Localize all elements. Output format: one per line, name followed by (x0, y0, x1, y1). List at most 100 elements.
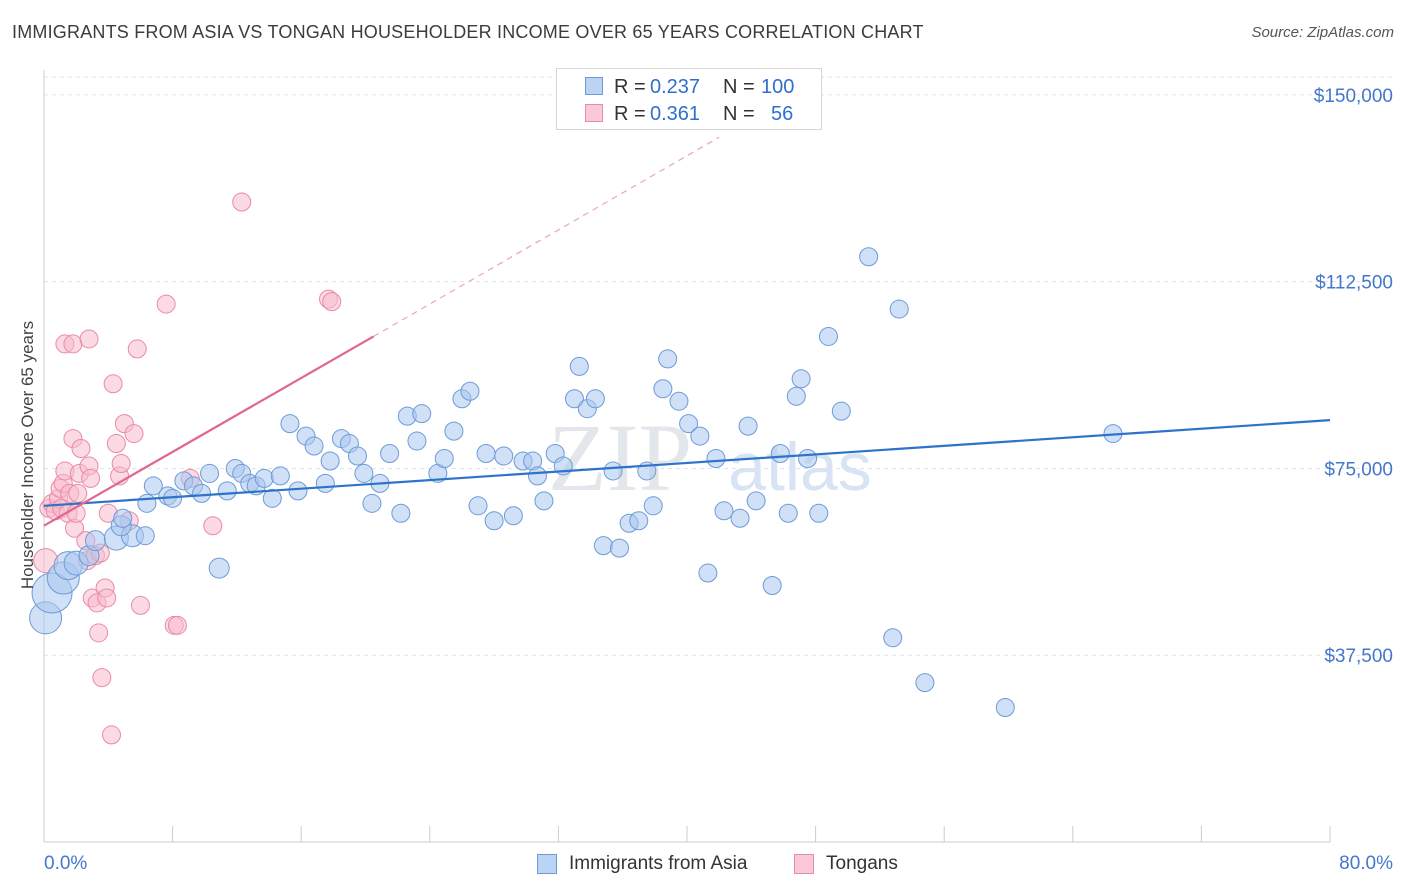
tongans-point (97, 588, 117, 608)
legend-r-label: R = (614, 76, 646, 98)
trend-lines (43, 136, 1331, 527)
tongans-trend-line (43, 335, 375, 527)
x-tick-label-min: 0.0% (44, 853, 87, 874)
chart-source: Source: ZipAtlas.com (1251, 24, 1394, 41)
legend-row-tongans: R = 0.361 N = 56 (557, 101, 821, 127)
grid (44, 76, 1392, 656)
asia-point (818, 326, 838, 346)
asia-point (585, 389, 605, 409)
asia-point (412, 404, 432, 424)
asia-point (669, 391, 689, 411)
asia-point (444, 421, 464, 441)
tongans-point (111, 453, 131, 473)
tongans-point (203, 516, 223, 536)
asia-point (859, 247, 879, 267)
watermark-zip: ZIP (548, 404, 692, 511)
asia-point (629, 511, 649, 531)
asia-point (315, 473, 335, 493)
asia-point (778, 503, 798, 523)
asia-point (653, 379, 673, 399)
legend-r-value: 0.361 (650, 103, 701, 125)
tongans-point (103, 374, 123, 394)
asia-point (434, 448, 454, 468)
tongans-point (156, 294, 176, 314)
asia-points (29, 247, 1123, 718)
asia-point (347, 446, 367, 466)
asia-point (84, 530, 106, 552)
asia-point (809, 503, 829, 523)
asia-point (320, 451, 340, 471)
asia-point (494, 446, 514, 466)
asia-point (113, 508, 133, 528)
asia-point (407, 431, 427, 451)
asia-point (915, 673, 935, 693)
bottom-legend-label-tongans: Tongans (826, 853, 898, 874)
asia-point (380, 444, 400, 464)
asia-point (658, 349, 678, 369)
asia-point (200, 463, 220, 483)
y-tick-label: $150,000 (1314, 86, 1393, 107)
tongans-point (167, 615, 187, 635)
asia-point (706, 448, 726, 468)
tongans-point (102, 725, 122, 745)
asia-point (354, 463, 374, 483)
legend-swatch-asia (585, 77, 603, 95)
asia-point (569, 356, 589, 376)
legend-r-value: 0.237 (650, 76, 701, 98)
y-tick-label: $37,500 (1324, 646, 1393, 667)
asia-point (643, 496, 663, 516)
tongans-point (63, 334, 83, 354)
asia-point (730, 508, 750, 528)
legend-n-label: N = (723, 76, 755, 98)
correlation-legend: R = 0.237 N = 100 R = 0.361 N = 56 (556, 68, 822, 130)
asia-point (254, 468, 274, 488)
tongans-point (81, 468, 101, 488)
asia-point (137, 493, 157, 513)
asia-point (503, 506, 523, 526)
tongans-point (130, 595, 150, 615)
tongans-trend-extension (373, 136, 720, 337)
asia-point (484, 511, 504, 531)
bottom-legend-swatch-asia (537, 854, 557, 874)
bottom-legend-label-asia: Immigrants from Asia (569, 853, 748, 874)
bottom-legend-swatch-tongans (794, 854, 814, 874)
asia-point (762, 575, 782, 595)
asia-point (698, 563, 718, 583)
asia-point (831, 401, 851, 421)
asia-point (280, 414, 300, 434)
tick-labels: $37,500 $75,000 $112,500 $150,000 0.0% 80.0% (44, 86, 1393, 874)
asia-point (391, 503, 411, 523)
asia-point (270, 466, 290, 486)
asia-point (679, 414, 699, 434)
tongans-point (92, 668, 112, 688)
asia-point (770, 444, 790, 464)
axes (43, 70, 1331, 843)
asia-point (208, 557, 230, 579)
tongans-point (71, 439, 91, 459)
tongans-point (124, 424, 144, 444)
tongans-point (106, 434, 126, 454)
y-tick-label: $112,500 (1315, 273, 1393, 294)
asia-trend-line (43, 419, 1331, 507)
legend-n-label: N = (723, 103, 755, 125)
asia-point (460, 381, 480, 401)
y-axis-label: Householder Income Over 65 years (18, 320, 37, 590)
asia-point (798, 448, 818, 468)
asia-point (564, 389, 584, 409)
tongans-point (68, 483, 88, 503)
asia-point (468, 496, 488, 516)
asia-point (786, 386, 806, 406)
asia-point (262, 488, 282, 508)
asia-point (603, 461, 623, 481)
chart-title: IMMIGRANTS FROM ASIA VS TONGAN HOUSEHOLD… (12, 22, 924, 42)
y-tick-label: $75,000 (1324, 459, 1393, 480)
asia-point (714, 501, 734, 521)
legend-swatch-tongans (585, 104, 603, 122)
tongans-point (79, 329, 99, 349)
asia-point (791, 369, 811, 389)
legend-row-asia: R = 0.237 N = 100 (557, 74, 821, 100)
legend-n-value: 100 (761, 76, 795, 98)
asia-point (288, 481, 308, 501)
asia-point (609, 538, 629, 558)
